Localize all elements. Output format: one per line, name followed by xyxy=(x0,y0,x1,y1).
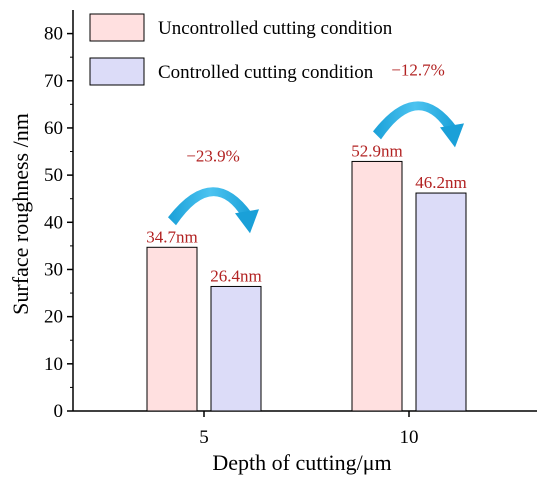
y-tick-label: 0 xyxy=(54,401,64,422)
y-tick-label: 80 xyxy=(44,24,63,45)
change-arrow-head xyxy=(235,209,259,234)
legend-swatch-uncontrolled xyxy=(89,13,145,42)
change-arrow-body xyxy=(373,101,457,140)
y-tick-label: 10 xyxy=(44,354,63,375)
data-labels: 34.7nm 52.9nm 26.4nm 46.2nm xyxy=(146,141,466,285)
legend-label-controlled: Controlled cutting condition xyxy=(158,62,374,83)
y-tick-label: 30 xyxy=(44,259,63,280)
legend: Uncontrolled cutting condition Controlle… xyxy=(89,13,393,86)
x-tick-label: 5 xyxy=(199,427,209,448)
legend-label-uncontrolled: Uncontrolled cutting condition xyxy=(158,18,393,39)
x-axis-title: Depth of cutting/μm xyxy=(212,450,391,475)
y-tick-label: 50 xyxy=(44,165,63,186)
percent-change-label: −12.7% xyxy=(391,60,445,79)
change-arrow-head xyxy=(440,123,464,148)
y-tick-label: 40 xyxy=(44,212,63,233)
bars xyxy=(146,160,467,412)
bar xyxy=(210,285,262,412)
bar-value-label: 26.4nm xyxy=(210,266,261,285)
change-arrow-body xyxy=(168,187,252,226)
y-tick-label: 70 xyxy=(44,71,63,92)
legend-swatch-controlled xyxy=(89,57,145,86)
y-tick-label: 60 xyxy=(44,118,63,139)
bar-value-label: 46.2nm xyxy=(415,173,466,192)
bar-value-label: 52.9nm xyxy=(351,141,402,160)
x-tick-label: 10 xyxy=(400,427,419,448)
x-axis-ticks: 5 10 xyxy=(199,411,419,448)
change-arrows: −23.9% −12.7% xyxy=(168,60,464,234)
percent-change-label: −23.9% xyxy=(186,146,240,165)
bar-value-label: 34.7nm xyxy=(146,227,197,246)
y-axis-title: Surface roughness /nm xyxy=(8,113,33,315)
y-axis-ticks: 0 10 20 30 40 50 60 70 80 xyxy=(44,24,73,422)
y-tick-label: 20 xyxy=(44,307,63,328)
bar xyxy=(351,160,403,412)
bar xyxy=(415,192,467,412)
bar xyxy=(146,246,198,412)
